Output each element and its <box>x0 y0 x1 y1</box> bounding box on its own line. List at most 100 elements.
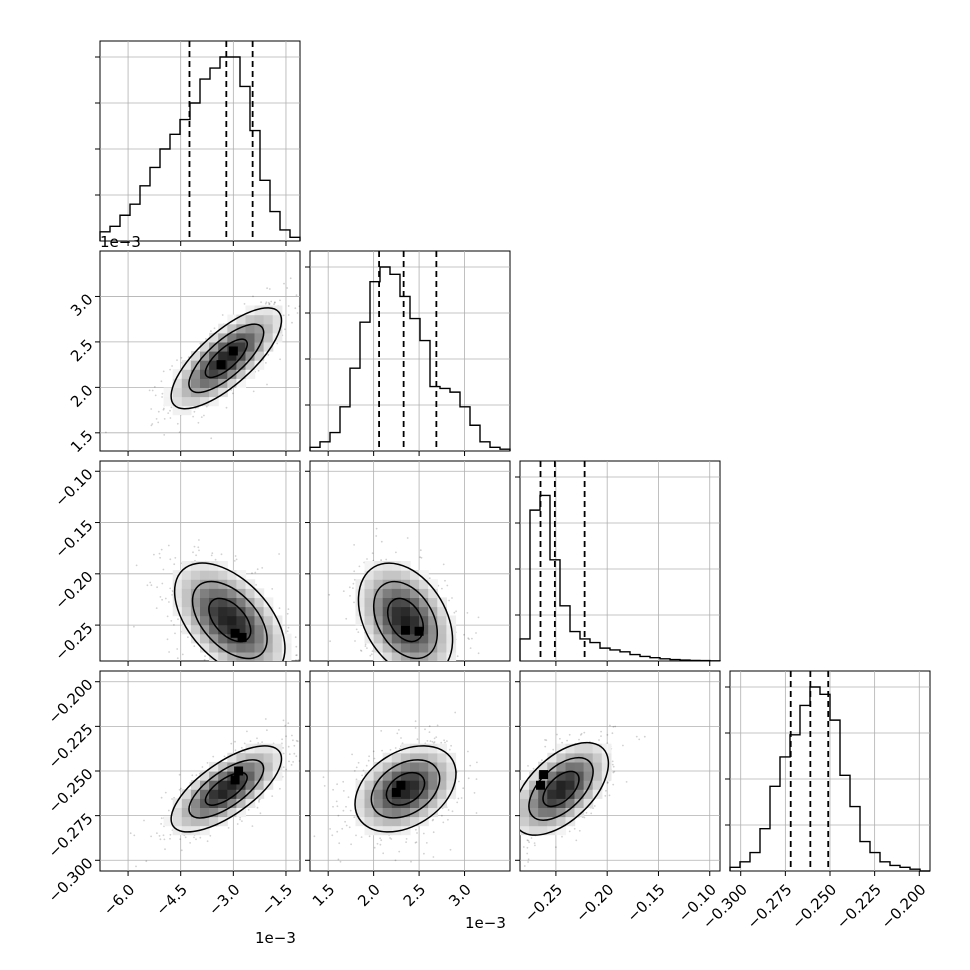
sample-point <box>364 643 367 646</box>
sample-point <box>469 647 472 649</box>
density-cell <box>565 807 576 818</box>
sample-point <box>514 782 516 784</box>
x-tick-label: −0.200 <box>878 881 930 933</box>
sample-point <box>375 527 378 530</box>
sample-point <box>643 735 646 738</box>
sample-point <box>545 739 548 742</box>
density-cell <box>556 816 567 827</box>
density-cell <box>200 360 210 370</box>
density-cell <box>209 642 219 653</box>
sample-point <box>287 745 290 748</box>
sample-point <box>419 556 421 559</box>
sample-point <box>405 838 408 840</box>
density-cell <box>218 606 228 617</box>
sample-point <box>303 760 305 762</box>
sample-point <box>477 616 480 619</box>
x-tick-label: −0.20 <box>572 881 617 926</box>
density-cell <box>410 570 420 580</box>
sample-point <box>442 563 445 566</box>
sample-point <box>261 741 263 743</box>
sample-point <box>265 362 267 364</box>
sample-point <box>410 664 412 666</box>
density-cell <box>400 597 411 608</box>
sample-point <box>434 662 436 664</box>
density-cell <box>565 743 576 754</box>
density-peak <box>230 775 240 785</box>
density-cell <box>209 341 219 352</box>
density-cell <box>209 633 219 644</box>
sample-point <box>337 814 340 817</box>
density-cell <box>355 789 366 799</box>
density-cell <box>364 597 375 608</box>
density-cell <box>254 743 265 754</box>
density-cell <box>209 816 219 827</box>
sample-point <box>287 608 290 610</box>
density-cell <box>181 405 192 416</box>
sample-point <box>358 565 361 568</box>
density-cell <box>245 305 256 316</box>
sample-point <box>169 417 172 419</box>
density-cell <box>218 615 228 626</box>
density-cell <box>529 798 539 808</box>
density-cell <box>272 633 283 644</box>
sample-point <box>154 394 157 397</box>
sample-point <box>295 755 298 758</box>
density-cell <box>200 615 210 626</box>
contour-2 <box>357 562 454 661</box>
sample-point <box>419 549 422 552</box>
sample-point <box>449 848 452 851</box>
sample-point <box>252 390 255 393</box>
sample-point <box>406 537 409 539</box>
density-cell <box>272 332 283 343</box>
density-cell <box>254 633 265 644</box>
sample-point <box>593 805 596 807</box>
sample-point <box>287 626 290 629</box>
density-cell <box>574 798 585 808</box>
panel-content <box>100 251 300 451</box>
density-cell <box>163 387 174 398</box>
sample-point <box>526 839 529 842</box>
density-cell <box>373 789 384 799</box>
sample-point <box>448 748 451 751</box>
density-cell <box>391 642 402 653</box>
sample-point <box>583 731 586 734</box>
density-cell <box>236 314 247 325</box>
sample-point <box>178 431 181 433</box>
sample-point <box>162 408 165 411</box>
density-cell <box>245 615 256 626</box>
density-cell <box>538 816 548 827</box>
density-cell <box>272 323 283 334</box>
sample-point <box>469 764 472 767</box>
sample-point <box>561 741 563 744</box>
sample-point <box>367 759 370 762</box>
sample-point <box>463 633 465 636</box>
density-cell <box>400 561 411 571</box>
sample-point <box>167 809 170 812</box>
x-tick-label: −0.250 <box>788 881 840 933</box>
sample-point <box>278 607 281 610</box>
sample-point <box>241 820 243 822</box>
sample-point <box>443 668 445 670</box>
sample-point <box>437 665 439 667</box>
density-cell <box>391 752 402 763</box>
sample-point <box>282 314 285 317</box>
density-cell <box>200 396 210 407</box>
density-cell <box>227 606 237 617</box>
sample-point <box>566 739 568 742</box>
density-cell <box>565 771 576 781</box>
sample-point <box>575 839 578 842</box>
density-cell <box>200 633 210 644</box>
sample-point <box>432 856 435 858</box>
density-cell <box>254 351 265 361</box>
sample-point <box>285 735 287 738</box>
density-cell <box>373 588 384 598</box>
sample-point <box>612 783 615 786</box>
density-cell <box>428 807 438 818</box>
panel-frame <box>99 40 301 242</box>
density-cell <box>272 761 283 772</box>
sample-point <box>289 277 292 280</box>
sample-point <box>366 647 368 649</box>
density-cell <box>236 752 247 763</box>
density-cell <box>209 332 219 343</box>
density-cell <box>172 369 183 379</box>
